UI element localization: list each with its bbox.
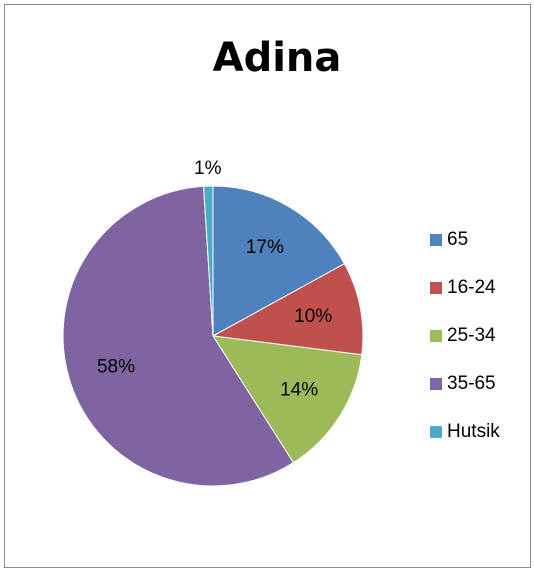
- pie-slice: [203, 185, 214, 337]
- legend-label: Hutsik: [447, 421, 500, 442]
- legend-swatch: [430, 330, 442, 342]
- legend-swatch: [430, 234, 442, 246]
- legend-swatch: [430, 426, 442, 438]
- data-label: 1%: [194, 158, 222, 179]
- legend-swatch: [430, 282, 442, 294]
- data-label: 10%: [294, 306, 332, 327]
- pie-slice: [211, 263, 364, 356]
- legend-label: 16-24: [447, 277, 496, 298]
- pie-slice: [212, 185, 346, 337]
- data-label: 17%: [246, 237, 284, 258]
- legend-label: 35-65: [447, 373, 496, 394]
- data-label: 58%: [97, 357, 135, 378]
- legend-label: 65: [447, 229, 468, 250]
- data-label: 14%: [280, 380, 318, 401]
- chart-title: Adina: [213, 35, 342, 81]
- pie-slice: [62, 185, 295, 487]
- legend-label: 25-34: [447, 325, 496, 346]
- pie-slice: [212, 335, 363, 464]
- legend-swatch: [430, 378, 442, 390]
